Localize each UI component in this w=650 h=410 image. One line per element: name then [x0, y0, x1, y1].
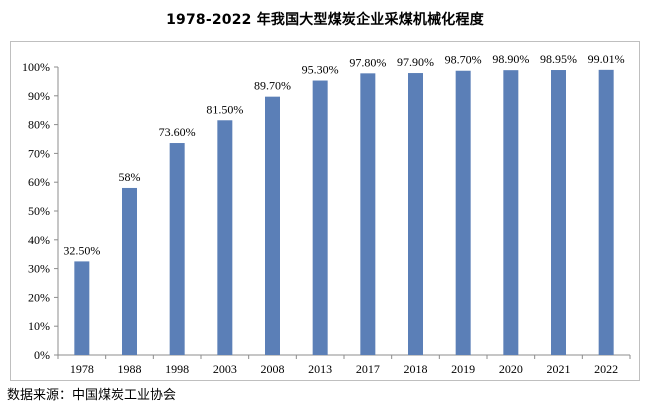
data-label: 32.50% [63, 243, 100, 257]
data-label: 89.70% [254, 79, 291, 93]
data-label: 98.70% [445, 53, 482, 67]
y-tick-label: 60% [28, 175, 50, 189]
bar [360, 73, 376, 355]
x-tick-label: 1978 [70, 362, 94, 376]
source-note: 数据来源：中国煤炭工业协会 [7, 388, 177, 403]
y-tick-label: 100% [22, 60, 50, 74]
x-tick-label: 2022 [594, 362, 618, 376]
bar [74, 261, 90, 355]
x-tick-label: 2018 [404, 362, 428, 376]
bar [217, 120, 233, 355]
y-tick-label: 0% [34, 348, 50, 362]
bar [551, 70, 566, 356]
x-tick-label: 2008 [261, 362, 285, 376]
bar [598, 69, 614, 355]
y-tick-label: 70% [28, 146, 50, 160]
y-tick-label: 10% [28, 319, 50, 333]
data-label: 97.80% [349, 55, 386, 69]
x-tick-label: 1998 [165, 362, 189, 376]
bar [408, 73, 423, 355]
bar [169, 143, 185, 355]
data-label: 98.95% [540, 52, 577, 66]
x-tick-label: 2019 [451, 362, 475, 376]
y-tick-label: 90% [28, 89, 50, 103]
x-tick-label: 2013 [308, 362, 332, 376]
data-label: 73.60% [159, 125, 196, 139]
data-label: 58% [119, 170, 141, 184]
x-tick-label: 2020 [499, 362, 523, 376]
bar [122, 187, 137, 355]
data-label: 81.50% [206, 102, 243, 116]
bar [312, 80, 328, 355]
bar [455, 70, 471, 355]
y-tick-label: 20% [28, 290, 50, 304]
x-tick-label: 1988 [118, 362, 142, 376]
chart-title: 1978-2022 年我国大型煤炭企业采煤机械化程度 [166, 12, 484, 28]
x-tick-label: 2017 [356, 362, 380, 376]
chart-frame [10, 41, 640, 381]
bar [265, 96, 280, 355]
data-label: 98.90% [492, 52, 529, 66]
y-tick-label: 80% [28, 118, 50, 132]
x-tick-label: 2021 [547, 362, 571, 376]
x-tick-label: 2003 [213, 362, 237, 376]
data-label: 99.01% [588, 52, 625, 66]
y-tick-label: 40% [28, 233, 50, 247]
bar [503, 70, 519, 355]
data-label: 95.30% [302, 63, 339, 77]
y-tick-label: 50% [28, 204, 50, 218]
y-tick-label: 30% [28, 262, 50, 276]
data-label: 97.90% [397, 55, 434, 69]
